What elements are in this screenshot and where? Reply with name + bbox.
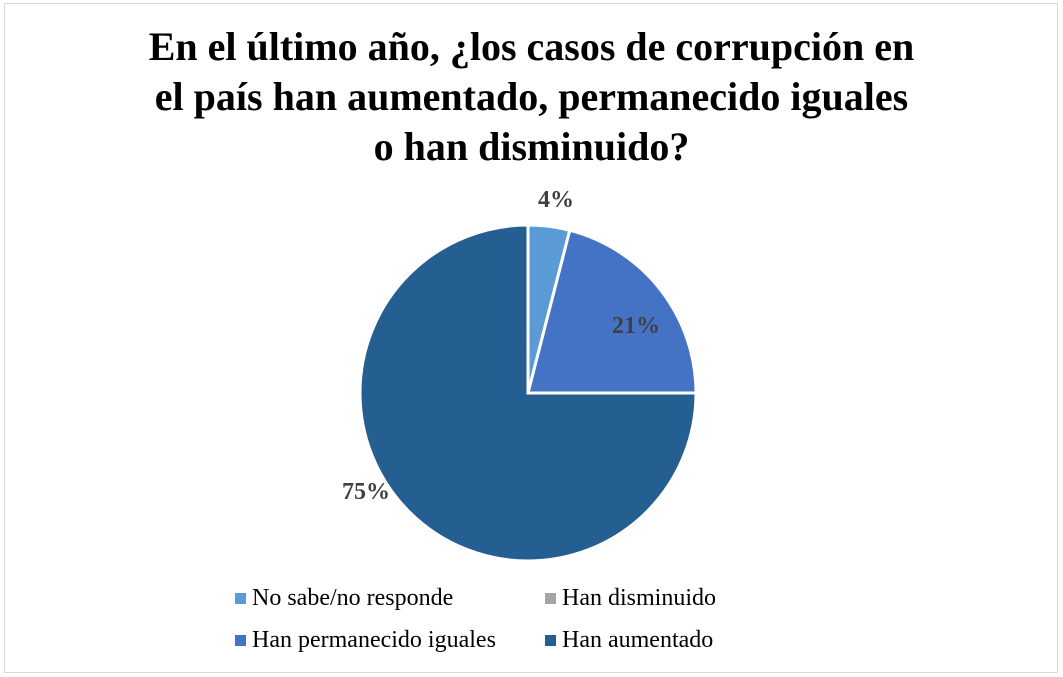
chart-title-line: En el último año, ¿los casos de corrupci… — [148, 24, 915, 69]
pie-slice — [526, 228, 698, 395]
chart-title-line: el país han aumentado, permanecido igual… — [154, 74, 909, 119]
pie-data-label: 21% — [612, 313, 660, 339]
pie-data-label: 4% — [538, 187, 574, 213]
pie-slice — [358, 223, 698, 563]
pie-data-labels: 4% 21% 75% — [342, 187, 660, 505]
pie-slices — [358, 223, 698, 563]
pie-data-label: 75% — [342, 479, 390, 505]
chart-title: En el último año, ¿los casos de corrupci… — [0, 22, 1063, 172]
chart-title-line: o han disminuido? — [373, 124, 690, 169]
